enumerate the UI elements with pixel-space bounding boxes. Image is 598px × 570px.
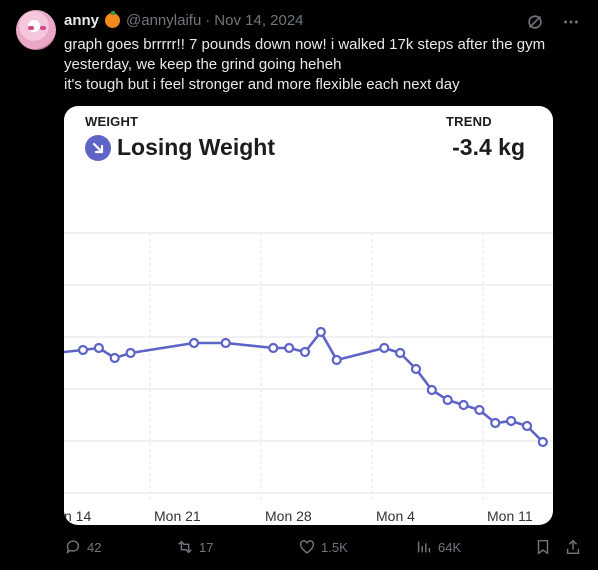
data-point <box>284 342 295 354</box>
data-point <box>410 363 422 375</box>
weight-label: WEIGHT <box>85 114 139 129</box>
data-point <box>315 326 326 338</box>
weight-card-image[interactable]: WEIGHT TREND Losing Weight -3.4 kg n 14 M… <box>64 106 553 525</box>
data-point <box>188 337 200 349</box>
x-tick-label: n 14 <box>64 508 91 524</box>
x-tick-label: Mon 21 <box>154 508 201 524</box>
down-arrow-icon <box>85 134 111 161</box>
data-point <box>125 347 136 359</box>
bookmark-icon <box>537 539 549 555</box>
data-point <box>506 415 517 427</box>
x-tick-label: Mon 4 <box>376 508 415 524</box>
data-point <box>442 394 453 406</box>
top-actions <box>526 13 580 36</box>
more-options-icon[interactable] <box>562 13 580 36</box>
grok-icon[interactable] <box>526 13 544 36</box>
data-point <box>77 344 89 356</box>
separator: · <box>205 12 211 29</box>
data-point <box>220 337 231 349</box>
data-point <box>458 399 469 411</box>
orange-emoji-icon <box>105 11 121 28</box>
x-tick-label: Mon 28 <box>265 508 312 524</box>
tweet-text: graph goes brrrrr!! 7 pounds down now! i… <box>64 36 546 93</box>
repost-icon <box>178 540 192 554</box>
trend-value: -3.4 kg <box>452 134 525 160</box>
data-point <box>299 346 311 358</box>
avatar[interactable] <box>16 10 56 50</box>
heart-icon <box>299 540 315 554</box>
repost-count: 17 <box>199 539 214 555</box>
repost-button[interactable]: 17 <box>176 538 213 556</box>
share-icon <box>566 539 580 555</box>
views-button[interactable]: 64K <box>415 538 461 556</box>
like-count: 1.5K <box>321 539 348 555</box>
data-point <box>426 384 437 396</box>
data-point <box>490 417 501 429</box>
share-button[interactable] <box>564 538 582 556</box>
data-point <box>474 404 485 416</box>
data-point <box>521 420 533 432</box>
reply-button[interactable]: 42 <box>64 538 101 556</box>
handle[interactable]: @annylaifu <box>126 12 202 29</box>
status-title: Losing Weight <box>85 134 275 161</box>
bookmark-button[interactable] <box>534 538 552 556</box>
trend-label: TREND <box>446 114 492 129</box>
x-tick-label: Mon 11 <box>487 508 533 524</box>
like-button[interactable]: 1.5K <box>298 538 348 556</box>
data-point <box>109 352 120 364</box>
data-point <box>331 354 342 366</box>
data-point <box>395 347 406 359</box>
reply-icon <box>66 540 80 555</box>
weight-line-chart: n 14 Mon 21 Mon 28 Mon 4 Mon 11 <box>64 232 553 524</box>
data-point <box>268 342 279 354</box>
data-point <box>379 342 390 354</box>
data-point <box>537 436 548 448</box>
reply-count: 42 <box>87 539 102 555</box>
tweet-header: anny @annylaifu · Nov 14, 2024 <box>64 11 304 29</box>
views-icon <box>417 541 431 553</box>
display-name[interactable]: anny <box>64 12 100 29</box>
data-point <box>93 342 104 354</box>
action-bar: 42 17 1.5K 64K <box>64 538 584 560</box>
post-date[interactable]: Nov 14, 2024 <box>214 12 304 29</box>
status-text: Losing Weight <box>117 134 276 160</box>
views-count: 64K <box>438 539 462 555</box>
